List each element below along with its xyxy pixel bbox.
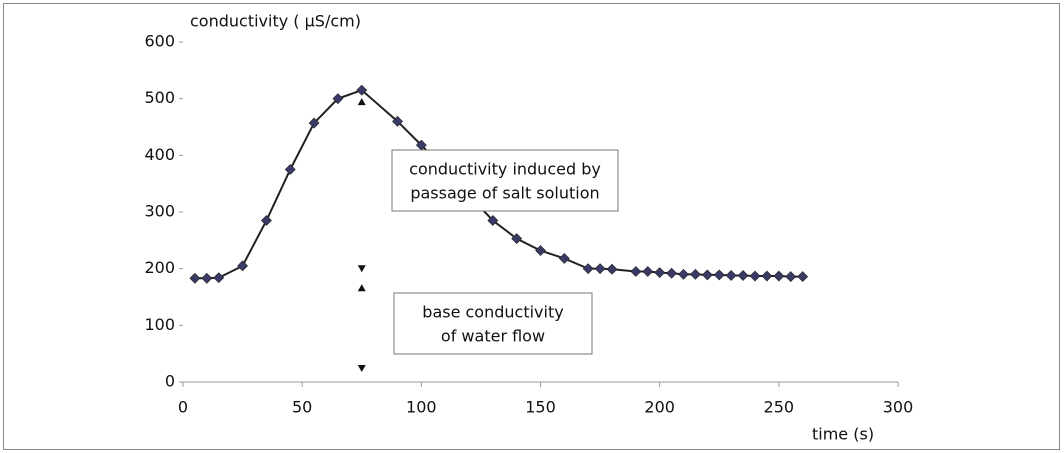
annotation-text: conductivity induced by (409, 160, 601, 179)
marker (535, 245, 546, 256)
marker (582, 263, 594, 275)
annotation-text: base conductivity (422, 303, 563, 322)
arrow-head (357, 365, 366, 372)
marker (630, 266, 642, 277)
marker (797, 271, 809, 283)
y-tick-label: 500 (144, 88, 175, 107)
arrow-head (357, 265, 366, 273)
marker (642, 266, 654, 277)
marker (725, 270, 737, 281)
x-tick-label: 200 (644, 398, 675, 417)
marker (654, 267, 666, 279)
marker (761, 270, 773, 282)
marker (189, 272, 201, 284)
marker (308, 117, 320, 129)
marker (356, 84, 368, 96)
y-tick-label: 400 (144, 145, 175, 164)
marker (594, 263, 606, 275)
marker (773, 270, 785, 282)
marker (678, 268, 689, 280)
x-tick-label: 250 (764, 398, 795, 417)
annotation-box (391, 149, 619, 212)
marker (737, 270, 749, 281)
marker (487, 215, 499, 226)
marker (260, 215, 272, 226)
y-tick-label: 600 (144, 32, 175, 51)
frame (3, 3, 1060, 450)
y-axis-label: conductivity ( µS/cm) (190, 12, 361, 31)
marker (511, 233, 523, 245)
marker (749, 270, 761, 282)
marker (201, 272, 213, 284)
x-tick-label: 300 (883, 398, 914, 417)
x-axis-label: time (s) (812, 425, 874, 444)
arrow-head (357, 98, 366, 106)
annotation-text: of water flow (441, 327, 545, 346)
marker (558, 253, 570, 264)
annotation-text: passage of salt solution (410, 184, 599, 203)
marker (689, 268, 701, 280)
marker (701, 269, 713, 281)
annotation-box (393, 292, 593, 355)
x-tick-label: 50 (292, 398, 312, 417)
x-tick-label: 100 (406, 398, 437, 417)
marker (332, 93, 344, 105)
y-tick-label: 0 (165, 372, 175, 391)
marker (606, 263, 618, 275)
marker (237, 260, 249, 272)
x-tick-label: 150 (525, 398, 556, 417)
marker (713, 269, 725, 281)
marker (666, 267, 678, 279)
marker (392, 115, 403, 127)
y-tick-label: 100 (144, 315, 175, 334)
y-tick-label: 300 (144, 202, 175, 221)
marker (284, 164, 296, 175)
arrow-head (357, 284, 366, 292)
x-tick-label: 0 (178, 398, 188, 417)
y-tick-label: 200 (144, 258, 175, 277)
marker (785, 271, 797, 283)
marker (213, 272, 225, 284)
